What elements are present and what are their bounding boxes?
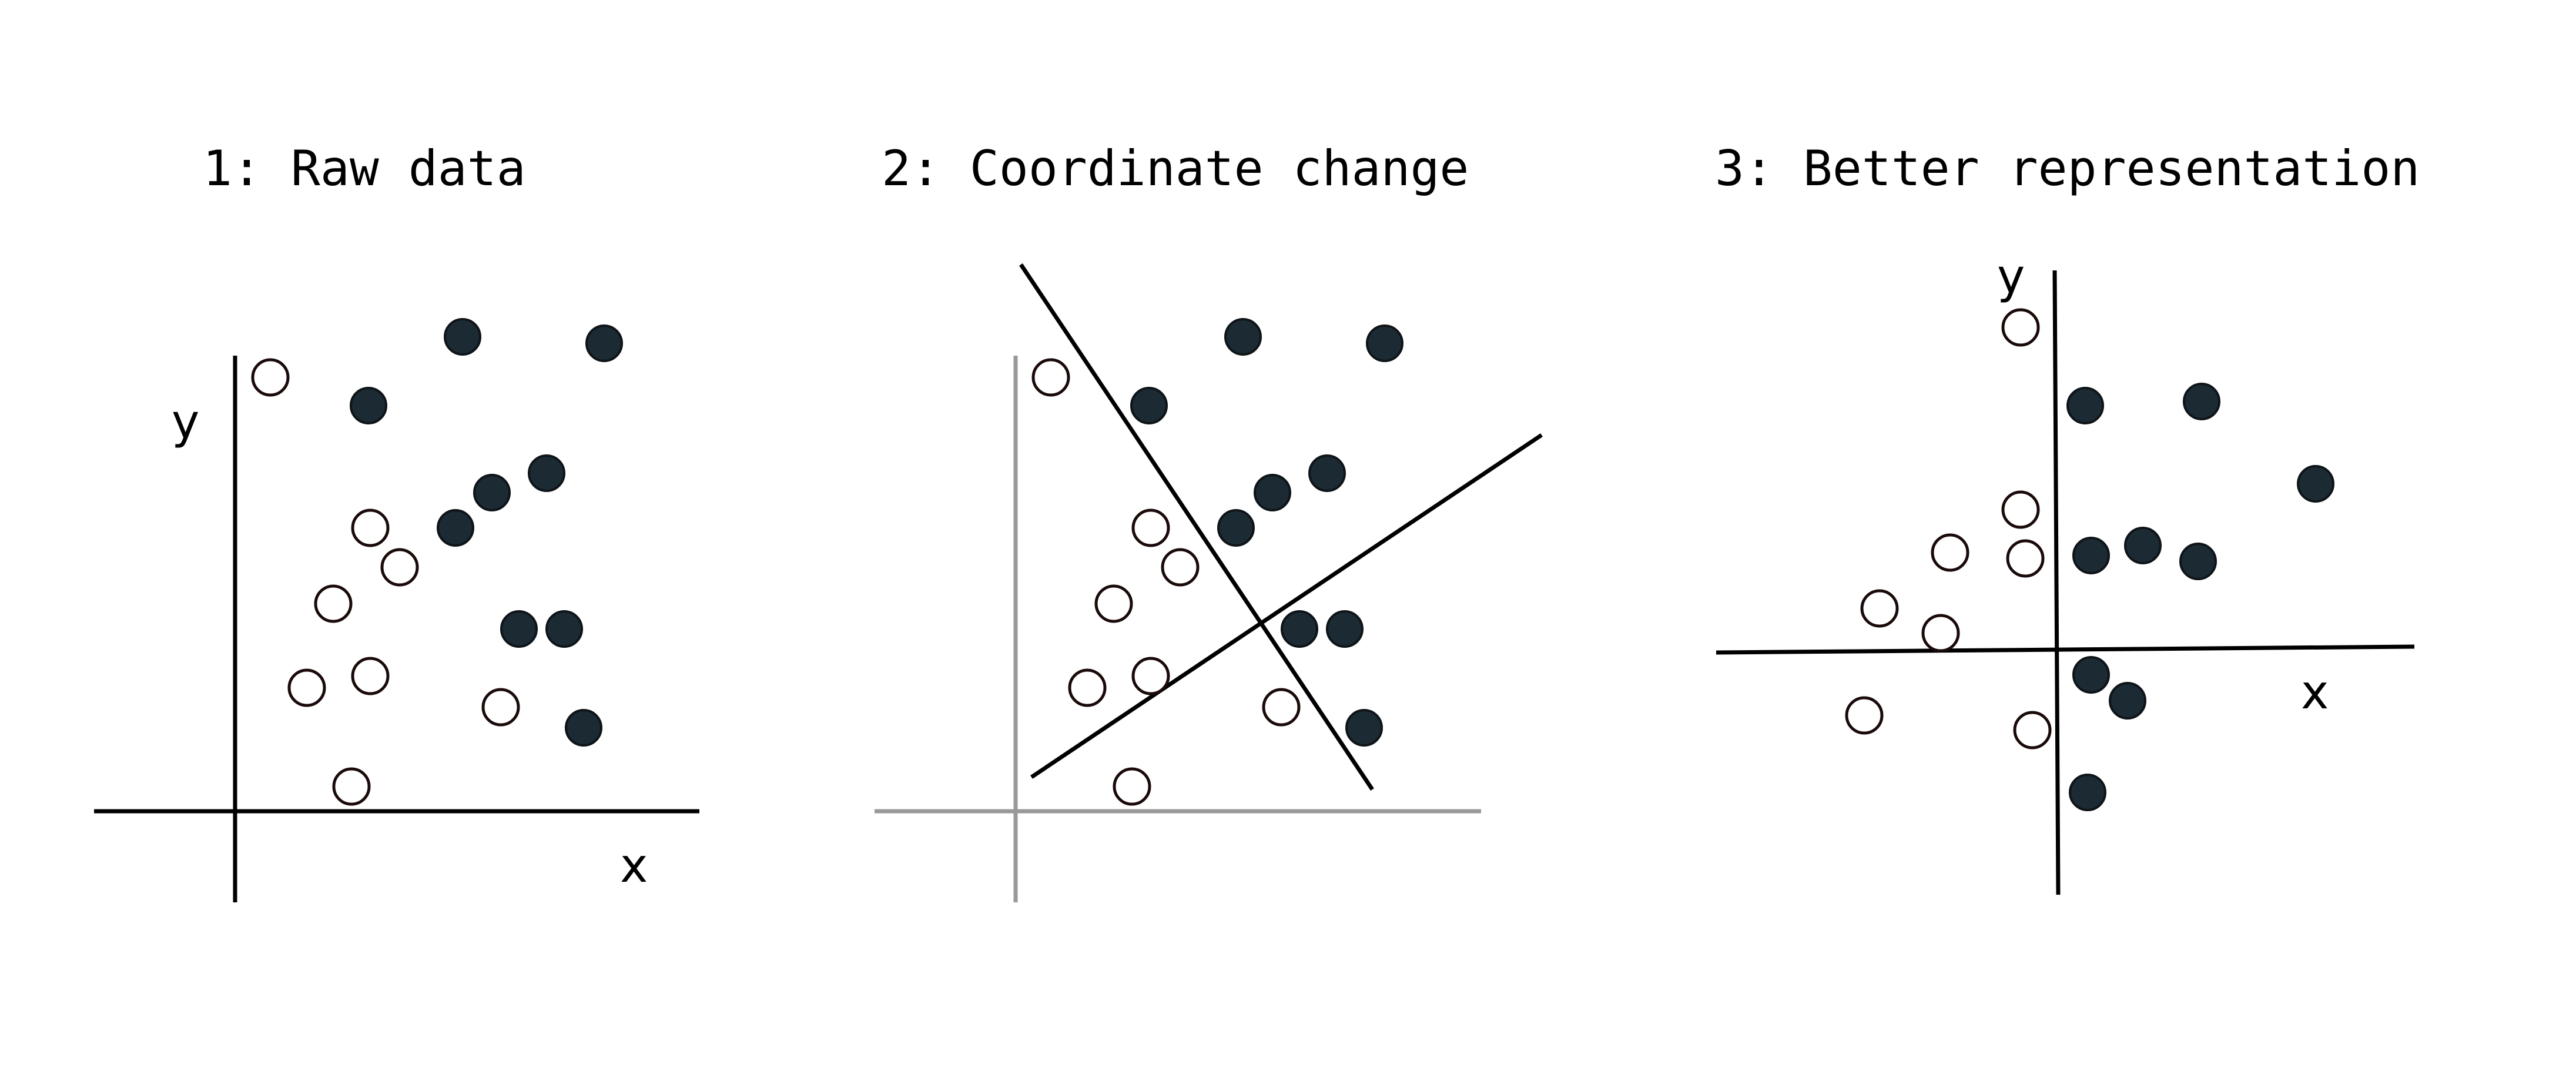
open-data-point (332, 767, 371, 806)
filled-data-point (1308, 454, 1346, 492)
panel-1-y-label: y (172, 394, 199, 449)
filled-data-point (585, 324, 623, 362)
open-data-point (1921, 614, 1960, 653)
open-data-point (1845, 696, 1884, 735)
panel-2-points (1031, 318, 1403, 806)
open-data-point (380, 548, 419, 587)
filled-data-point (2124, 527, 2162, 564)
filled-data-point (1224, 318, 1262, 356)
filled-data-point (2109, 682, 2146, 720)
panel-3-y-label: y (1997, 249, 2025, 304)
open-data-point (1113, 767, 1151, 806)
filled-data-point (1281, 610, 1318, 648)
panel-1-points (251, 318, 623, 806)
panel-2-new-axis-1 (1019, 263, 1374, 791)
panel-better-representation: 3: Better representation y x (1715, 140, 2420, 895)
filled-data-point (2069, 774, 2106, 811)
open-data-point (2001, 490, 2040, 529)
filled-data-point (500, 610, 538, 648)
filled-data-point (1130, 387, 1168, 424)
open-data-point (1262, 688, 1301, 727)
filled-data-point (1366, 324, 1403, 362)
filled-data-point (545, 610, 583, 648)
filled-data-point (2066, 387, 2104, 424)
open-data-point (1860, 589, 1899, 628)
panel-raw-data: 1: Raw data y x (94, 140, 699, 902)
open-data-point (251, 358, 290, 397)
open-data-point (1031, 358, 1070, 397)
open-data-point (1131, 657, 1170, 695)
panel-2-new-axis-2 (1030, 433, 1543, 779)
open-data-point (287, 668, 326, 707)
panel-3-y-axis (2052, 270, 2061, 895)
filled-data-point (2297, 465, 2334, 503)
panel-2-title: 2: Coordinate change (882, 140, 1469, 197)
panel-3-title: 3: Better representation (1715, 140, 2420, 197)
filled-data-point (350, 387, 387, 424)
filled-data-point (1217, 509, 1255, 547)
open-data-point (351, 657, 390, 695)
filled-data-point (2072, 656, 2110, 694)
open-data-point (1094, 584, 1133, 623)
filled-data-point (2072, 537, 2110, 574)
panel-3-x-axis (1716, 644, 2415, 655)
open-data-point (1931, 533, 1969, 572)
panel-1-x-label: x (620, 838, 648, 893)
open-data-point (1068, 668, 1107, 707)
panel-1-title: 1: Raw data (203, 140, 526, 197)
filled-data-point (1345, 709, 1383, 747)
filled-data-point (444, 318, 481, 356)
filled-data-point (565, 709, 602, 747)
open-data-point (1131, 508, 1170, 547)
open-data-point (2006, 539, 2045, 578)
filled-data-point (2183, 383, 2220, 420)
filled-data-point (437, 509, 474, 547)
panel-3-points (1845, 308, 2334, 811)
filled-data-point (2179, 543, 2217, 580)
filled-data-point (473, 474, 511, 511)
open-data-point (314, 584, 353, 623)
open-data-point (351, 508, 390, 547)
open-data-point (2001, 308, 2040, 347)
open-data-point (2013, 711, 2052, 750)
filled-data-point (1254, 474, 1291, 511)
filled-data-point (528, 454, 565, 492)
open-data-point (1161, 548, 1200, 587)
panel-3-x-label: x (2301, 665, 2329, 720)
panel-coordinate-change: 2: Coordinate change (875, 140, 1543, 902)
filled-data-point (1326, 610, 1364, 648)
open-data-point (481, 688, 520, 727)
